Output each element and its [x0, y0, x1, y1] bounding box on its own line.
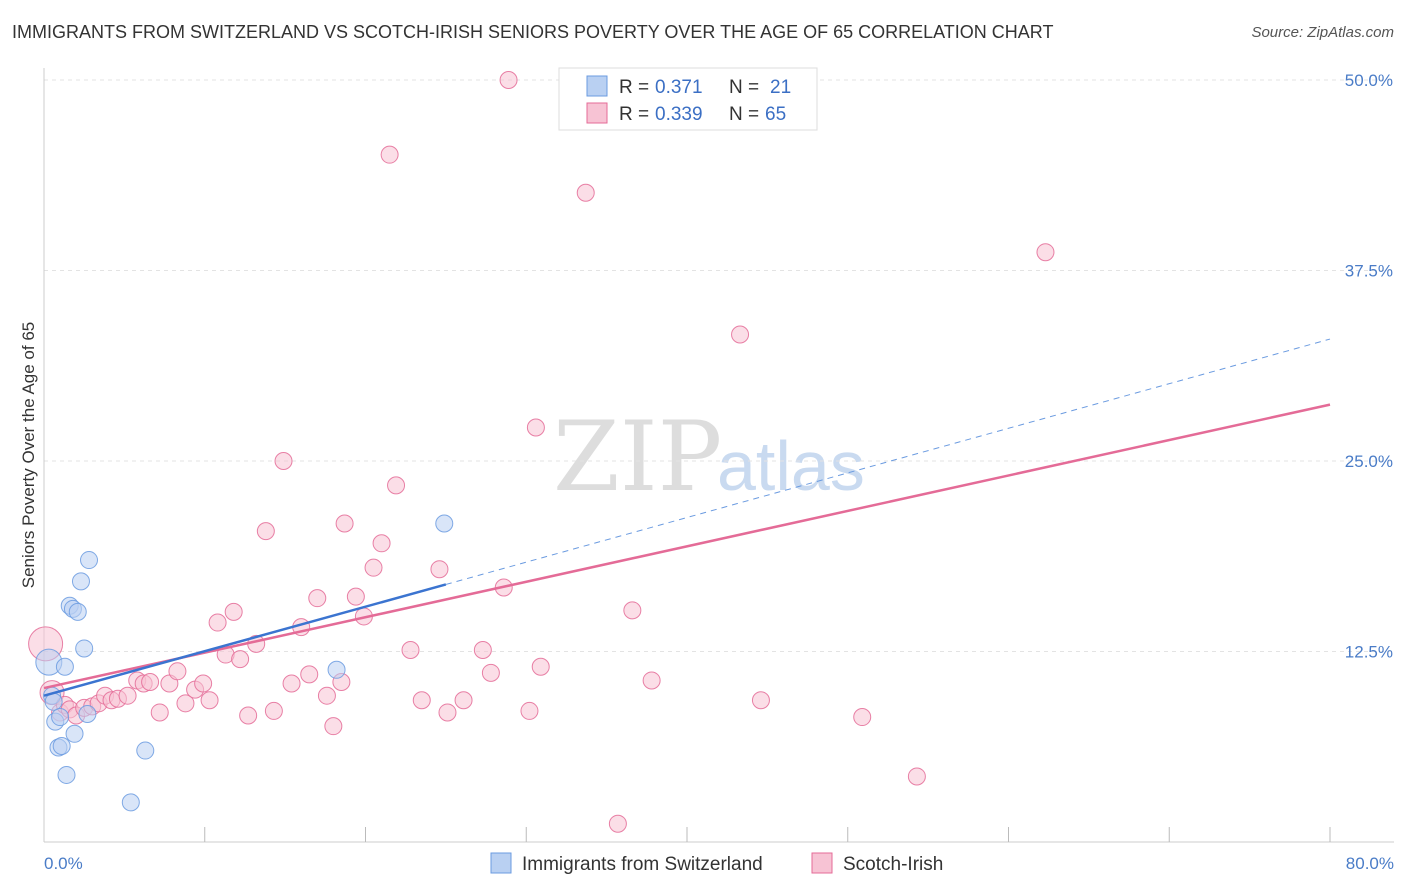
- legend-r-value-1: 0.371: [655, 77, 703, 98]
- scotch-irish-point: [141, 672, 160, 691]
- scotch-irish-point: [346, 587, 365, 606]
- switzerland-point: [57, 765, 76, 784]
- scotch-irish-point: [168, 662, 187, 681]
- watermark-atlas: atlas: [717, 427, 865, 505]
- scotch-irish-point: [239, 706, 258, 725]
- switzerland-trend-line: [43, 583, 447, 697]
- scotch-irish-point: [751, 691, 770, 710]
- legend-r-label-2: R =: [619, 104, 649, 125]
- switzerland-point: [68, 602, 87, 621]
- scotch-irish-point: [430, 560, 449, 579]
- switzerland-point: [136, 741, 155, 760]
- scotch-irish-point: [907, 767, 926, 786]
- switzerland-point: [78, 704, 97, 723]
- switzerland-point: [52, 736, 71, 755]
- bottom-legend-label-scotch-irish: Scotch-Irish: [843, 854, 943, 875]
- scotch-irish-point: [317, 686, 336, 705]
- bottom-legend-swatch-blue: [490, 852, 512, 874]
- grid-lines: [44, 79, 1394, 652]
- y-axis-label: Seniors Poverty Over the Age of 65: [19, 322, 38, 588]
- scotch-irish-point: [623, 601, 642, 620]
- switzerland-point: [75, 639, 94, 658]
- watermark-zip: ZIP: [553, 401, 722, 513]
- legend-n-label-1: N =: [729, 77, 759, 98]
- switzerland-point: [65, 724, 84, 743]
- y-tick-label: 37.5%: [1345, 262, 1393, 281]
- scotch-irish-point: [364, 558, 383, 577]
- legend-swatch-pink: [586, 102, 608, 124]
- scotch-irish-point: [150, 703, 169, 722]
- scotch-irish-point: [401, 640, 420, 659]
- scotch-irish-point: [224, 602, 243, 621]
- scotch-irish-point: [608, 814, 627, 833]
- switzerland-point: [51, 708, 70, 727]
- source-label: Source: ZipAtlas.com: [1251, 24, 1394, 41]
- scotch-irish-point: [438, 703, 457, 722]
- scotch-irish-point: [194, 674, 213, 693]
- trend-lines: [43, 338, 1331, 697]
- scotch-irish-point: [282, 674, 301, 693]
- scotch-irish-point: [520, 701, 539, 720]
- scotch-irish-point: [256, 522, 275, 541]
- scotch-irish-point: [324, 717, 343, 736]
- scotch-irish-point: [274, 452, 293, 470]
- scotch-irish-point: [576, 183, 595, 202]
- legend-r-value-2: 0.339: [655, 104, 703, 125]
- y-tick-label: 25.0%: [1345, 452, 1393, 471]
- switzerland-points: [35, 514, 454, 812]
- scotch-irish-point: [526, 418, 545, 437]
- scotch-irish-point: [1036, 243, 1055, 262]
- scotch-irish-point: [531, 657, 550, 676]
- switzerland-point: [435, 514, 454, 533]
- x-ticks: [204, 827, 1331, 842]
- legend-swatch-blue: [586, 75, 608, 97]
- scotch-irish-point: [454, 691, 473, 710]
- legend-n-value-1: 21: [770, 77, 791, 98]
- scotch-irish-point: [412, 691, 431, 710]
- switzerland-point: [55, 657, 74, 676]
- scotch-irish-point: [308, 589, 327, 608]
- scotch-irish-point: [499, 71, 518, 89]
- bottom-legend-label-switzerland: Immigrants from Switzerland: [522, 854, 763, 875]
- y-tick-label: 12.5%: [1345, 643, 1393, 662]
- x-tick-label-min: 0.0%: [44, 854, 83, 873]
- scotch-irish-point: [642, 671, 661, 690]
- scotch-irish-point: [300, 665, 319, 684]
- scotch-irish-point: [481, 663, 500, 682]
- scotch-irish-point: [118, 686, 137, 705]
- scotch-irish-point: [231, 650, 250, 669]
- switzerland-point: [327, 660, 346, 679]
- switzerland-point: [80, 551, 99, 570]
- scotch-irish-point: [387, 476, 406, 495]
- scotch-irish-point: [473, 640, 492, 659]
- scotch-irish-point: [264, 701, 283, 720]
- chart-title: IMMIGRANTS FROM SWITZERLAND VS SCOTCH-IR…: [12, 22, 1054, 42]
- scotch-irish-point: [176, 694, 195, 713]
- legend-n-value-2: 65: [765, 104, 786, 125]
- scotch-irish-point: [853, 708, 872, 727]
- x-tick-label-max: 80.0%: [1346, 854, 1394, 873]
- legend-box: R = 0.371 N = 21 R = 0.339 N = 65: [558, 67, 818, 131]
- scotch-irish-points: [28, 71, 1055, 833]
- scotch-irish-point: [335, 514, 354, 533]
- legend-r-label-1: R =: [619, 77, 649, 98]
- bottom-legend-swatch-pink: [811, 852, 833, 874]
- y-tick-labels: 12.5% 25.0% 37.5% 50.0%: [1345, 71, 1393, 662]
- legend-n-label-2: N =: [729, 104, 759, 125]
- scotch-irish-point: [380, 145, 399, 164]
- scotch-irish-point: [731, 325, 750, 344]
- scotch-irish-point: [208, 613, 227, 632]
- switzerland-point: [121, 793, 140, 812]
- scotch-irish-point: [200, 691, 219, 710]
- scotch-irish-point: [372, 534, 391, 553]
- scotch-irish-trend-line: [43, 403, 1331, 690]
- switzerland-trend-extension: [445, 338, 1331, 585]
- y-tick-label: 50.0%: [1345, 71, 1393, 90]
- switzerland-point: [71, 572, 90, 591]
- bottom-legend: Immigrants from Switzerland Scotch-Irish: [490, 852, 943, 875]
